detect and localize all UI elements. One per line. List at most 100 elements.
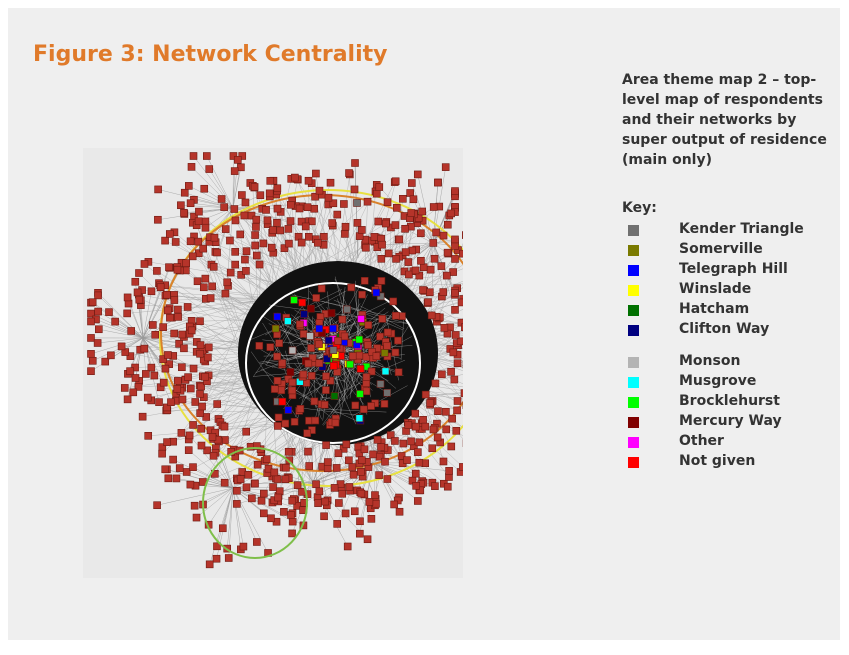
node (154, 185, 162, 194)
node (348, 352, 357, 360)
node (134, 383, 143, 391)
node (378, 315, 387, 323)
node (101, 357, 110, 366)
node (411, 266, 420, 275)
edge (90, 337, 144, 355)
node (273, 218, 281, 227)
node (356, 529, 364, 538)
node (133, 288, 142, 297)
node (167, 398, 175, 406)
node (324, 336, 333, 345)
node (419, 263, 428, 272)
node (356, 365, 365, 373)
node (447, 367, 455, 376)
edge (372, 462, 395, 505)
node (94, 291, 102, 300)
node (383, 328, 392, 337)
node (149, 321, 157, 329)
node (440, 324, 449, 332)
key-text: Hatcham (679, 301, 750, 317)
node (413, 170, 422, 179)
key-swatch (628, 417, 639, 428)
node (315, 487, 324, 496)
node (311, 416, 320, 425)
node (203, 152, 211, 160)
node (418, 207, 426, 216)
node (165, 230, 174, 238)
core-edge (260, 353, 330, 364)
node (251, 231, 259, 239)
node (355, 351, 364, 360)
node (299, 330, 308, 338)
node (323, 464, 332, 473)
node (231, 216, 240, 225)
node (360, 276, 369, 285)
core-edge (333, 299, 403, 331)
node (399, 194, 407, 203)
edge (193, 155, 234, 209)
node (334, 449, 343, 458)
node (273, 352, 281, 361)
node (357, 315, 365, 323)
edge (213, 455, 234, 489)
node (285, 456, 294, 465)
node (447, 442, 456, 451)
node (178, 363, 186, 372)
node (434, 178, 442, 187)
node (213, 400, 221, 408)
node (451, 187, 459, 195)
node (163, 438, 171, 446)
node (231, 248, 239, 256)
node (88, 356, 97, 365)
node (432, 228, 440, 237)
node (395, 235, 404, 244)
node (87, 317, 95, 326)
node (380, 400, 389, 408)
node (347, 283, 355, 292)
edge (227, 487, 234, 549)
node (286, 217, 295, 225)
node (451, 289, 459, 297)
node (405, 270, 413, 279)
node (389, 297, 398, 306)
node (341, 230, 349, 238)
node (147, 287, 156, 296)
edge (191, 166, 234, 209)
node (390, 500, 398, 509)
edge (382, 242, 434, 245)
description: Area theme map 2 – top-level map of resp… (622, 72, 827, 168)
node (198, 402, 206, 411)
node (184, 446, 193, 454)
edge (142, 337, 177, 394)
node (303, 429, 311, 438)
node (223, 278, 231, 287)
key-text: Telegraph Hill (679, 261, 788, 277)
key-swatch (628, 437, 639, 448)
node (196, 317, 204, 326)
node (353, 199, 361, 207)
nodes (87, 152, 463, 569)
node (448, 414, 456, 423)
edge (142, 267, 170, 339)
node (346, 360, 354, 369)
node (186, 384, 195, 393)
node (362, 243, 370, 252)
node (270, 468, 279, 477)
node (364, 321, 373, 329)
node (280, 508, 288, 516)
node (409, 195, 418, 204)
node (274, 413, 283, 422)
node (459, 463, 463, 471)
node (451, 255, 459, 263)
node (330, 392, 339, 400)
edge (110, 337, 144, 356)
node (190, 501, 199, 510)
node (360, 445, 369, 454)
edge (142, 337, 201, 346)
node (451, 235, 459, 244)
node (95, 325, 103, 334)
node (271, 324, 280, 333)
edge (98, 329, 144, 339)
node (456, 337, 463, 346)
node (358, 226, 366, 234)
